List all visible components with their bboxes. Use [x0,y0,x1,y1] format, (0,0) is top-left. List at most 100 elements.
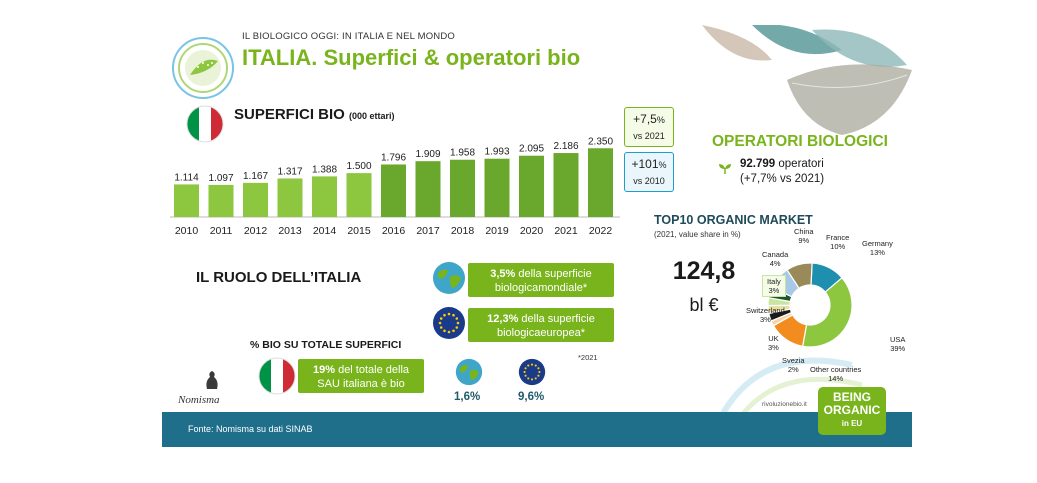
world-share-box: 3,5% della superficie biologicamondiale* [468,263,614,297]
pie-label-usa-name: USA [890,335,906,344]
eu-star [524,374,527,377]
kicker-text: IL BIOLOGICO OGGI: IN ITALIA E NEL MONDO [242,31,455,42]
eu-star [537,367,540,370]
eu-star [527,377,530,380]
bar-2020 [519,155,544,217]
badge-vs-2021: +7,5% vs 2021 [624,107,674,147]
europe-share-value: 12,3% [487,313,519,325]
globe-small-icon [455,358,483,386]
bar-2013 [277,178,303,217]
bar-value-label: 1.958 [450,148,475,159]
italy-sau-box: 19% del totale della SAU italiana è bio [298,359,424,393]
eu-star [443,329,446,333]
site-url: rivoluzionebio.it [762,401,807,408]
bar-2018 [450,159,475,217]
bar-year-label: 2022 [589,225,613,237]
eu-star [524,367,527,370]
bar-value-label: 1.317 [277,166,302,177]
pie-label-svezia-pct: 2% [787,365,799,374]
bio-share-title: % BIO SU TOTALE SUPERFICI [250,339,402,351]
bar-value-label: 1.500 [346,161,371,172]
eu-star [443,313,446,317]
eu-star [530,378,534,381]
pie-label-france: France 10% [826,233,849,251]
infographic-card: IL BIOLOGICO OGGI: IN ITALIA E NEL MONDO… [162,25,912,447]
pie-label-france-name: France [826,233,850,242]
pie-label-uk-pct: 3% [768,343,779,352]
europe-share-text1: della superficie [518,313,595,325]
italy-flag-small-icon [258,357,296,395]
pie-label-uk-name: UK [768,334,779,343]
bar-year-label: 2016 [382,225,406,237]
pie-label-france-pct: 10% [830,242,846,251]
bar-value-label: 2.350 [588,136,613,147]
eu-star [447,330,451,334]
market-donut-chart [767,262,853,348]
pie-label-canada: Canada 4% [762,250,788,268]
operatori-change: (+7,7% vs 2021) [740,173,825,185]
bar-2019 [484,158,510,217]
bar-value-label: 2.186 [553,141,578,152]
pie-label-china-pct: 9% [798,236,810,245]
ruolo-note: *2021 [578,353,598,362]
bar-2021 [553,153,579,217]
leaves-decoration [702,25,912,135]
market-subtitle: (2021, value share in %) [654,230,741,239]
bar-value-label: 1.993 [484,147,509,158]
bar-year-label: 2021 [554,225,578,237]
badge-vs-2010: +101% vs 2010 [624,152,674,192]
operatori-label: operatori [778,158,824,170]
pie-label-svezia-name: Svezia [782,356,805,365]
italy-sau-value: 19% [312,364,336,376]
badge-vs-2010-value: +101 [631,157,659,171]
badge-vs-2010-pct: % [658,160,667,170]
bar-2011 [208,184,234,217]
eu-star [455,317,459,320]
pie-label-italy-name: Italy [767,277,781,286]
pie-label-germany-pct: 13% [869,248,885,257]
eu-star [538,370,541,374]
market-total-unit: bl € [689,295,719,315]
badge-vs-2021-value: +7,5 [633,112,657,126]
pie-label-china-name: China [794,227,814,236]
bar-year-label: 2020 [520,225,544,237]
bar-year-label: 2010 [175,225,199,237]
bar-value-label: 1.167 [243,171,268,182]
superfici-title: SUPERFICI BIO (000 ettari) [234,106,395,123]
eu-flag-icon [433,307,465,339]
bar-year-label: 2012 [244,225,268,237]
superfici-title-text: SUPERFICI BIO [234,106,345,123]
bar-2016 [381,164,406,217]
bar-year-label: 2015 [347,225,371,237]
bar-year-label: 2019 [485,225,509,237]
bar-2022 [588,148,613,217]
pie-label-switzerland-name: Switzerland [746,306,785,315]
superfici-unit: (000 ettari) [349,111,395,121]
eu-star [530,363,534,366]
eu-star [438,321,442,325]
pie-label-germany-name: Germany [862,239,893,248]
bar-value-label: 1.097 [208,173,233,184]
bio-logo-icon [172,37,234,99]
bar-year-label: 2014 [313,225,337,237]
pie-label-svezia: Svezia 2% [782,356,805,374]
arcs-decoration [719,357,863,415]
europe-share-text2: biologicaeuropea* [496,327,586,339]
eu-star [523,370,526,374]
italy-sau-text2: SAU italiana è bio [317,378,405,390]
eu-star [527,364,530,367]
eu-flag-small-icon [518,358,546,386]
bar-year-label: 2018 [451,225,475,237]
nomisma-logo: Nomisma [178,394,220,406]
pie-label-uk: UK 3% [768,334,779,352]
being-organic-badge: BEING ORGANIC in EU [818,387,886,435]
eu-star [439,326,443,329]
badge-line2: ORGANIC [823,403,881,417]
pie-label-italy-pct: 3% [768,286,780,295]
bar-2010 [174,184,199,217]
bar-2015 [346,173,372,217]
eu-star [537,374,540,377]
bar-2014 [312,176,337,217]
eu-star [447,312,451,316]
superfici-bar-chart: 1.114 2010 1.097 2011 1.167 2012 1.317 2013 1.38… [170,136,620,237]
